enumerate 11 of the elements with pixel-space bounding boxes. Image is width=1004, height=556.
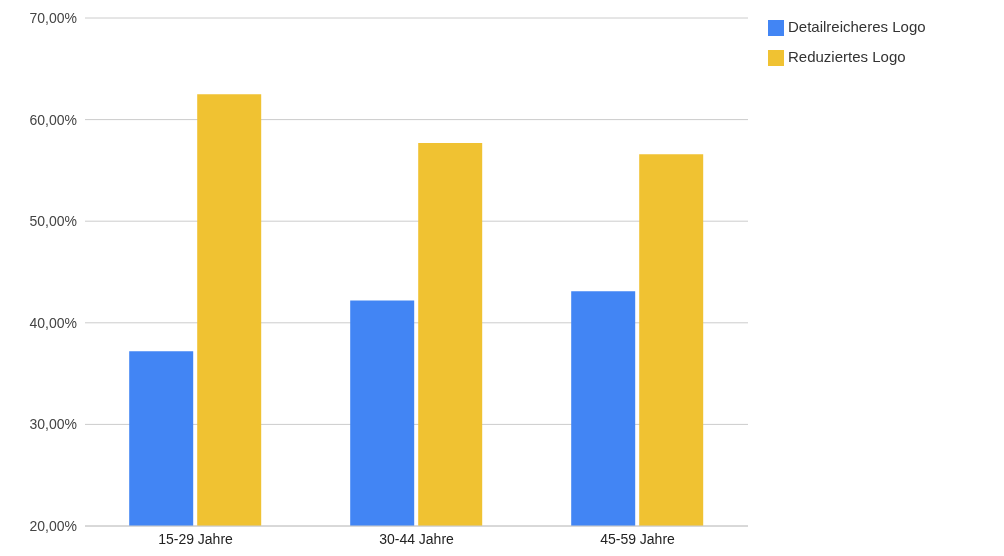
legend-label: Reduziertes Logo: [788, 48, 906, 65]
legend-label: Detailreicheres Logo: [788, 18, 926, 35]
y-tick-label: 40,00%: [29, 314, 77, 331]
y-tick-label: 50,00%: [29, 213, 77, 230]
y-tick-label: 30,00%: [29, 416, 77, 433]
y-tick-label: 70,00%: [29, 9, 77, 26]
y-tick-label: 20,00%: [29, 517, 77, 534]
x-tick-label: 15-29 Jahre: [158, 530, 234, 547]
y-tick-label: 60,00%: [29, 111, 77, 128]
x-tick-label: 30-44 Jahre: [379, 530, 455, 547]
x-tick-label: 45-59 Jahre: [600, 530, 676, 547]
